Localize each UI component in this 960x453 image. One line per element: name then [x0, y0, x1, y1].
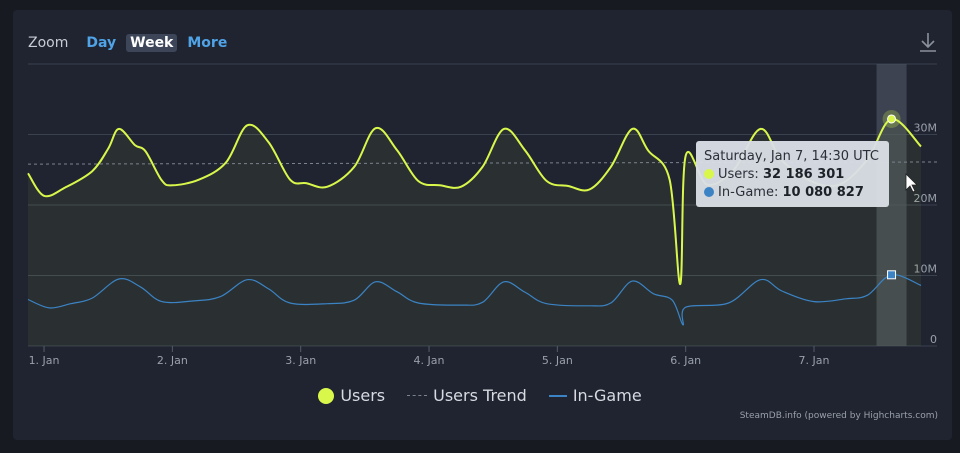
users-point-marker[interactable]	[887, 114, 897, 124]
x-tick-label: 6. Jan	[670, 354, 701, 367]
download-icon[interactable]	[917, 31, 939, 53]
zoom-day-button[interactable]: Day	[86, 35, 117, 51]
legend-trend-label: Users Trend	[433, 386, 527, 405]
grid-lines	[28, 63, 937, 347]
tooltip-ingame-label: In-Game:	[718, 185, 779, 200]
y-tick-label: 30M	[914, 122, 938, 135]
tooltip-users-label: Users:	[718, 167, 759, 182]
users-legend-dot-icon	[318, 387, 335, 404]
data-tooltip: Saturday, Jan 7, 14:30 UTC Users: 32 186…	[696, 141, 889, 207]
legend-ingame[interactable]: In-Game	[548, 386, 642, 405]
tooltip-title: Saturday, Jan 7, 14:30 UTC	[704, 149, 879, 164]
tooltip-ingame-row: In-Game: 10 080 827	[704, 184, 881, 202]
chart-card	[13, 10, 952, 440]
ingame-point-marker[interactable]	[887, 270, 897, 280]
y-tick-label: 0	[930, 333, 937, 346]
x-tick-label: 7. Jan	[799, 354, 830, 367]
mouse-pointer-icon	[905, 173, 918, 193]
legend-users-label: Users	[340, 386, 386, 405]
tooltip-users-value: 32 186 301	[762, 167, 845, 182]
x-tick-label: 4. Jan	[414, 354, 445, 367]
zoom-selector: Zoom Day Week More	[28, 33, 231, 53]
zoom-week-button[interactable]: Week	[126, 34, 178, 52]
y-axis: 0 10M 20M 30M	[914, 122, 938, 347]
ingame-series-line[interactable]	[27, 274, 922, 326]
ingame-dot-icon	[704, 187, 714, 197]
x-tick-label: 2. Jan	[157, 354, 188, 367]
legend-ingame-label: In-Game	[572, 386, 642, 405]
x-tick-label: 5. Jan	[542, 354, 573, 367]
tooltip-ingame-value: 10 080 827	[782, 185, 864, 200]
legend-users-trend[interactable]: Users Trend	[407, 386, 527, 405]
legend-users[interactable]: Users	[318, 386, 385, 405]
zoom-more-button[interactable]: More	[187, 35, 228, 51]
users-dot-icon	[704, 169, 714, 179]
trend-legend-line-icon	[407, 395, 428, 396]
y-tick-label: 10M	[914, 263, 938, 276]
chart-credits[interactable]: SteamDB.info (powered by Highcharts.com)	[739, 411, 938, 421]
y-tick-label: 20M	[914, 192, 938, 205]
x-axis: 1. Jan 2. Jan 3. Jan 4. Jan 5. Jan 6. Jan 7. J…	[29, 346, 830, 367]
zoom-label: Zoom	[28, 35, 69, 51]
chart-legend: Users Users Trend In-Game	[0, 386, 960, 405]
x-tick-label: 3. Jan	[285, 354, 316, 367]
x-tick-label: 1. Jan	[29, 354, 60, 367]
tooltip-users-row: Users: 32 186 301	[704, 166, 881, 184]
ingame-legend-line-icon	[548, 394, 567, 397]
